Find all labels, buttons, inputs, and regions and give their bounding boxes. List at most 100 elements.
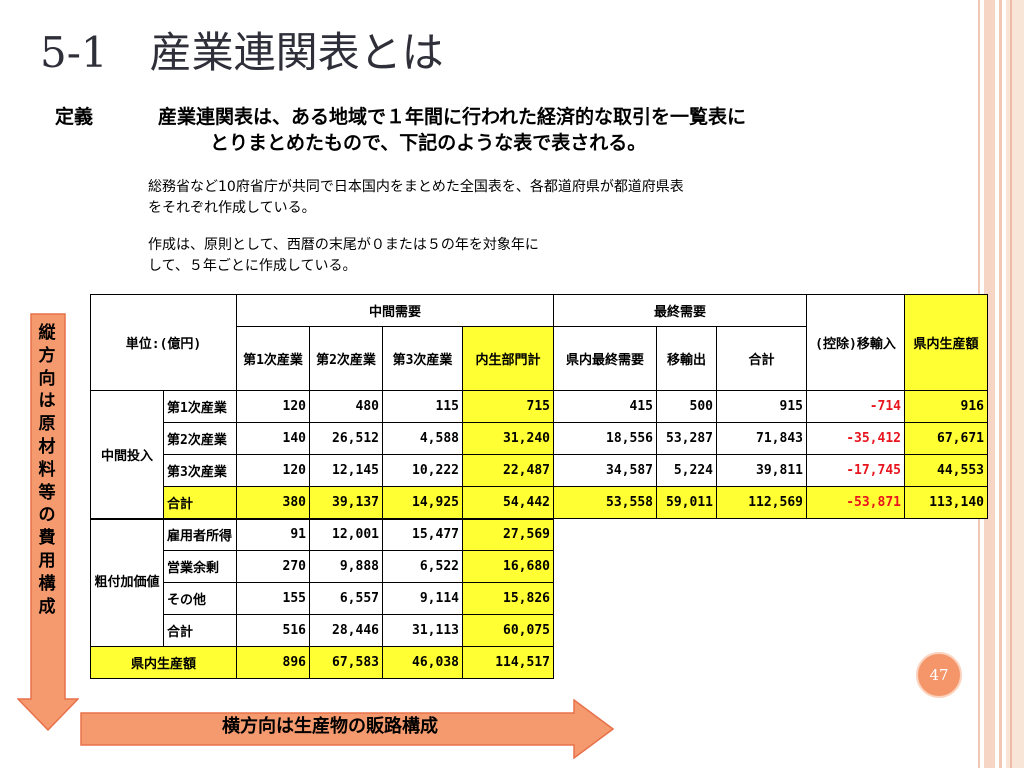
table-row: 営業余剰 270 9,888 6,522 16,680 [91,550,988,583]
table-cell: 112,569 [716,486,807,519]
vertical-arrow-char: 用 [38,550,56,571]
table-cell: 22,487 [462,454,554,487]
table-cell: 67,583 [309,646,383,679]
table-cell: 26,512 [309,422,383,455]
table-cell: 53,287 [656,422,717,455]
table-cell: -17,745 [806,454,905,487]
note-line: して、５年ごとに作成している。 [148,258,357,274]
group-header-final-demand: 最終需要 [553,294,807,327]
row-label: 合計 [163,614,237,647]
table-cell: -53,871 [806,486,905,519]
horizontal-arrow-shape [80,699,614,759]
table-row: 中間投入 第1次産業 120 480 115 715 415 500 915 -… [90,390,988,519]
table-cell: 27,569 [462,517,554,551]
column-header: 第3次産業 [382,326,463,391]
column-header: 合計 [716,326,807,391]
note-schedule: 作成は、原則として、西暦の末尾が０または５の年を対象年に して、５年ごとに作成し… [148,235,928,277]
table-cell: 415 [553,390,657,423]
group-header-intermediate-demand: 中間需要 [236,294,554,327]
table-row: 粗付加価値 雇用者所得 91 12,001 15,477 27,569 [90,517,988,647]
row-group-label-intermediate-input: 中間投入 [90,390,164,519]
table-cell: 12,001 [309,517,383,551]
table-cell: 59,011 [656,486,717,519]
vertical-arrow-char: 方 [38,345,56,366]
table-cell: 12,145 [309,454,383,487]
vertical-arrow-shape [17,313,79,731]
table-cell: 28,446 [309,614,383,647]
table-cell: 155 [236,582,310,615]
note-line: 総務省など10府省庁が共同で日本国内をまとめた全国表を、各都道府県が都道府県表 [148,179,684,195]
table-cell: 896 [236,646,310,679]
table-row: その他 155 6,557 9,114 15,826 [91,582,988,615]
decor-stripe [1010,0,1012,768]
table-cell: 39,137 [309,486,383,519]
table-cell: 916 [904,390,988,423]
table-cell: 31,240 [462,422,554,455]
table-cell: 14,925 [382,486,463,519]
table-cell: 140 [236,422,310,455]
table-cell: 9,114 [382,582,463,615]
row-label: その他 [163,582,237,615]
row-group-label-value-added: 粗付加価値 [90,517,164,647]
table-cell: 115 [382,390,463,423]
unit-label: 単位:(億円) [90,294,237,391]
table-cell: 9,888 [309,550,383,583]
vertical-arrow-char: 向 [38,368,56,389]
horizontal-arrow-label: 横方向は生産物の販路構成 [222,716,438,737]
table-cell: 6,557 [309,582,383,615]
table-cell: 120 [236,390,310,423]
table-cell: 114,517 [462,646,554,679]
table-cell: 71,843 [716,422,807,455]
table-row: 第3次産業 120 12,145 10,222 22,487 34,587 5,… [91,454,988,487]
table-cell: 67,671 [904,422,988,455]
table-cell: 34,587 [553,454,657,487]
vertical-arrow-char: 等 [38,482,56,503]
row-label: 合計 [163,486,237,519]
row-label: 第2次産業 [163,422,237,455]
vertical-arrow-char: 料 [38,459,56,480]
table-cell: 516 [236,614,310,647]
vertical-arrow-char: 縦 [38,323,56,343]
row-label: 第1次産業 [163,390,237,423]
note-compilation: 総務省など10府省庁が共同で日本国内をまとめた全国表を、各都道府県が都道府県表 … [148,177,928,219]
definition-line: とりまとめたもので、下記のような表で表される。 [210,132,647,154]
table-row-total: 合計 516 28,446 31,113 60,075 [91,614,988,647]
table-cell: 15,826 [462,582,554,615]
vertical-arrow-char: の [38,505,56,526]
table-cell: 39,811 [716,454,807,487]
vertical-arrow-char: 原 [38,414,56,435]
vertical-arrow-char: 構 [38,573,56,594]
table-cell: 915 [716,390,807,423]
table-cell: 18,556 [553,422,657,455]
table-cell: 113,140 [904,486,988,519]
definition-label: 定義 [55,106,94,128]
table-cell: 15,477 [382,517,463,551]
vertical-arrow-char: 成 [38,596,56,617]
table-cell: -35,412 [806,422,905,455]
column-header-prefectural-output: 県内生産額 [904,294,988,391]
slide-title: 5-1 産業連関表とは [40,28,444,77]
row-label: 営業余剰 [163,550,237,583]
table-cell: 6,522 [382,550,463,583]
column-header: 第2次産業 [309,326,383,391]
row-label: 雇用者所得 [163,517,237,551]
table-cell: 500 [656,390,717,423]
input-output-table: 単位:(億円) 中間需要 最終需要 (控除)移輸入 県内生産額 第1次産業 第2… [90,294,988,679]
column-header-import: (控除)移輸入 [806,294,905,391]
table-cell: 16,680 [462,550,554,583]
decor-stripe [1006,0,1024,768]
row-label: 県内生産額 [90,646,237,679]
table-cell: 270 [236,550,310,583]
vertical-arrow-label: 縦方向は原材料等の費用構成 [33,322,61,618]
table-cell: 380 [236,486,310,519]
table-row-total-output: 県内生産額 896 67,583 46,038 114,517 [90,646,988,679]
table-cell: 120 [236,454,310,487]
column-header: 第1次産業 [236,326,310,391]
table-cell: 10,222 [382,454,463,487]
column-header: 県内最終需要 [553,326,657,391]
table-cell: 54,442 [462,486,554,519]
table-cell: 91 [236,517,310,551]
row-label: 第3次産業 [163,454,237,487]
table-row: 第2次産業 140 26,512 4,588 31,240 18,556 53,… [91,422,988,455]
vertical-arrow-char: 材 [38,436,56,457]
